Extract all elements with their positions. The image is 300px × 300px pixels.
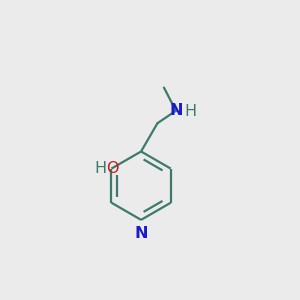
Text: O: O <box>106 161 118 176</box>
Text: H: H <box>94 161 106 176</box>
Text: N: N <box>169 103 183 118</box>
Text: H: H <box>185 104 197 119</box>
Text: N: N <box>134 226 148 242</box>
